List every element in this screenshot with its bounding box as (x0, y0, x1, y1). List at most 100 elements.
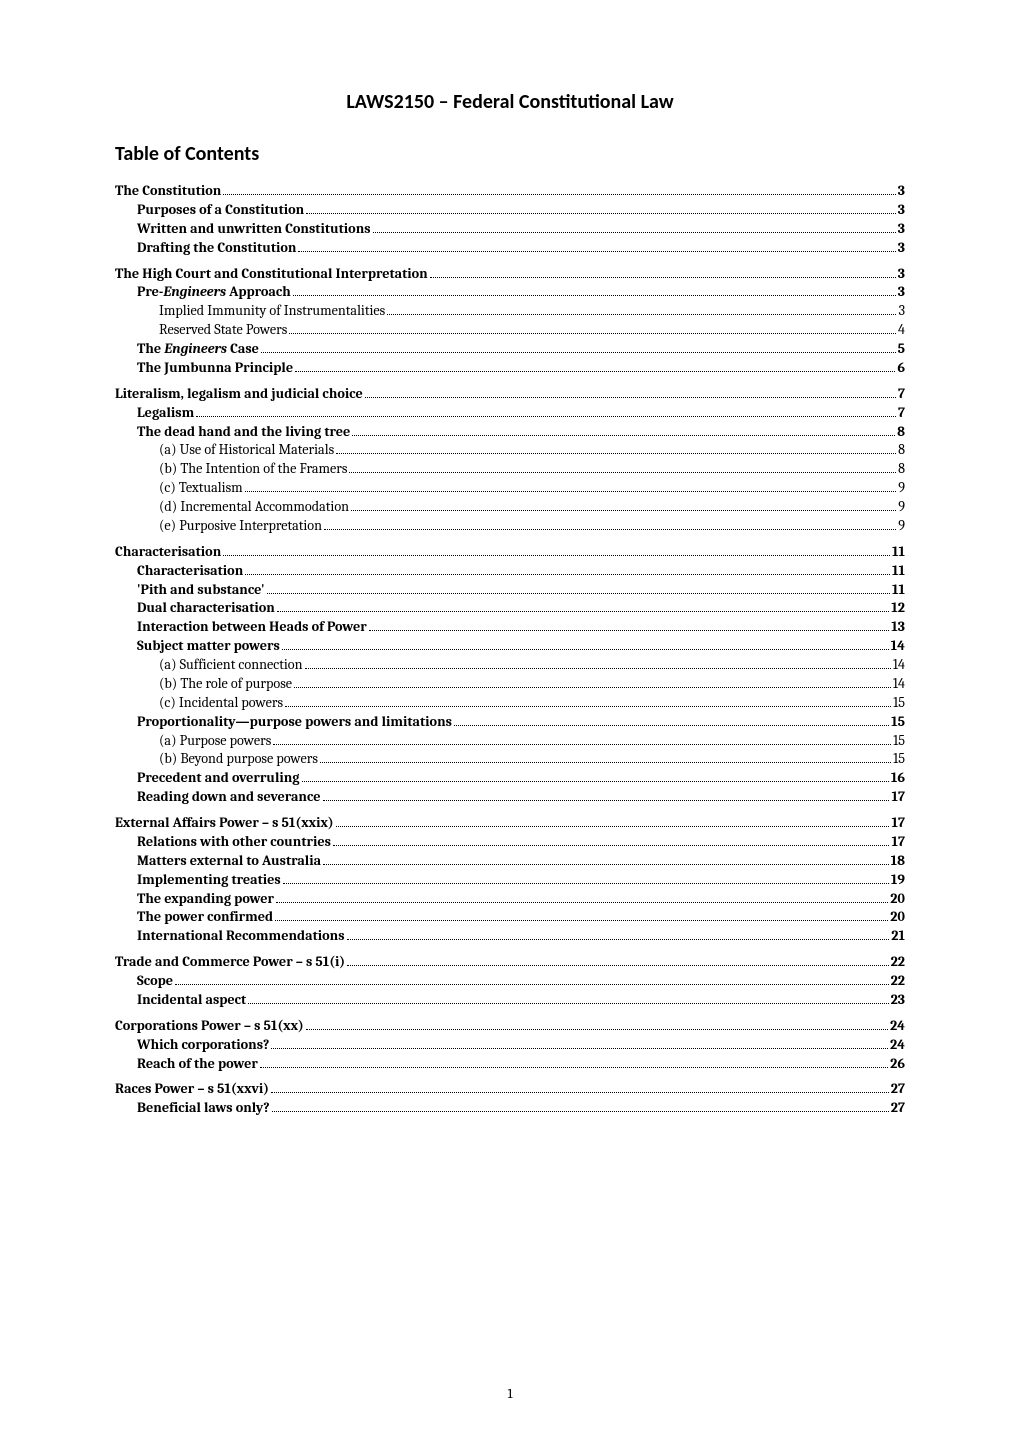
toc-entry-page: 20 (890, 890, 905, 909)
toc-entry-label: Proportionality—purpose powers and limit… (137, 713, 452, 732)
toc-leader-dots (323, 864, 889, 865)
toc-entry-page: 3 (898, 220, 905, 239)
toc-entry-page: 8 (898, 441, 905, 460)
toc-entry: The power confirmed20 (115, 908, 905, 927)
toc-leader-dots (351, 510, 896, 511)
page-number: 1 (0, 1385, 1020, 1402)
toc-entry-label: (a) Purpose powers (159, 732, 271, 751)
toc-leader-dots (277, 611, 889, 612)
toc-leader-dots (298, 251, 895, 252)
toc-entry: The dead hand and the living tree8 (115, 423, 905, 442)
toc-entry-label: The Jumbunna Principle (137, 359, 293, 378)
toc-heading: Table of Contents (115, 142, 905, 166)
toc-leader-dots (283, 883, 889, 884)
toc-entry-label: (b) Beyond purpose powers (159, 750, 318, 769)
toc-leader-dots (245, 491, 897, 492)
toc-leader-dots (336, 826, 890, 827)
toc-entry-label: (a) Sufficient connection (159, 656, 303, 675)
toc-entry: The Constitution 3 (115, 182, 905, 201)
toc-entry: (b) Beyond purpose powers15 (115, 750, 905, 769)
toc-entry-page: 15 (893, 694, 905, 713)
toc-leader-dots (196, 416, 896, 417)
toc-entry-label: (c) Textualism (159, 479, 243, 498)
toc-entry: The Jumbunna Principle6 (115, 359, 905, 378)
toc-entry: (d) Incremental Accommodation9 (115, 498, 905, 517)
toc-entry-label: Reserved State Powers (159, 321, 287, 340)
toc-entry-page: 14 (891, 637, 905, 656)
toc-leader-dots (320, 762, 891, 763)
toc-entry: Pre-Engineers Approach 3 (115, 283, 905, 302)
toc-entry-page: 16 (891, 769, 905, 788)
toc-entry: Subject matter powers14 (115, 637, 905, 656)
toc-leader-dots (248, 1003, 888, 1004)
toc-leader-dots (454, 725, 889, 726)
toc-entry: Corporations Power – s 51(xx)24 (115, 1017, 905, 1036)
toc-leader-dots (267, 593, 890, 594)
toc-leader-dots (302, 781, 889, 782)
toc-entry-label: Implementing treaties (137, 871, 281, 890)
toc-entry: Beneficial laws only?27 (115, 1099, 905, 1118)
toc-entry-label: Relations with other countries (137, 833, 331, 852)
toc-leader-dots (369, 630, 890, 631)
toc-entry: Literalism, legalism and judicial choice… (115, 385, 905, 404)
toc-leader-dots (285, 706, 891, 707)
toc-entry: The High Court and Constitutional Interp… (115, 265, 905, 284)
toc-leader-dots (306, 1029, 888, 1030)
toc-entry-label: Interaction between Heads of Power (137, 618, 367, 637)
toc-leader-dots (333, 845, 890, 846)
toc-leader-dots (305, 668, 891, 669)
toc-entry: (a) Sufficient connection14 (115, 656, 905, 675)
toc-entry-label: The Constitution (115, 182, 221, 201)
toc-entry: Drafting the Constitution3 (115, 239, 905, 258)
toc-entry-page: 13 (891, 618, 905, 637)
toc-entry-page: 3 (898, 182, 905, 201)
toc-entry: Characterisation11 (115, 562, 905, 581)
toc-entry-page: 15 (891, 713, 905, 732)
toc-leader-dots (275, 920, 888, 921)
toc-entry-label: (b) The Intention of the Framers (159, 460, 347, 479)
toc-entry-label: External Affairs Power – s 51(xxix) (115, 814, 334, 833)
toc-entry-page: 4 (898, 321, 905, 340)
toc-entry-page: 12 (891, 599, 905, 618)
toc-entry: The Engineers Case5 (115, 340, 905, 359)
toc-entry-page: 3 (898, 283, 905, 302)
toc-entry: Incidental aspect23 (115, 991, 905, 1010)
toc-entry: Characterisation11 (115, 543, 905, 562)
toc-leader-dots (387, 314, 896, 315)
toc-entry-page: 7 (898, 385, 905, 404)
toc-leader-dots (273, 744, 891, 745)
toc-entry-label: Matters external to Australia (137, 852, 321, 871)
toc-entry: Matters external to Australia18 (115, 852, 905, 871)
toc-leader-dots (271, 1092, 889, 1093)
toc-leader-dots (282, 649, 889, 650)
toc-entry-label: 'Pith and substance' (137, 581, 265, 600)
toc-leader-dots (295, 371, 895, 372)
toc-entry: (a) Purpose powers15 (115, 732, 905, 751)
toc-entry-page: 11 (892, 562, 905, 581)
toc-entry: (b) The Intention of the Framers8 (115, 460, 905, 479)
toc-leader-dots (365, 397, 896, 398)
toc-leader-dots (289, 333, 896, 334)
table-of-contents: The Constitution3Purposes of a Constitut… (115, 182, 905, 1118)
toc-entry-page: 23 (891, 991, 905, 1010)
toc-entry-label: Characterisation (115, 543, 221, 562)
toc-entry: 'Pith and substance' 11 (115, 581, 905, 600)
toc-leader-dots (373, 232, 896, 233)
toc-entry: Races Power – s 51(xxvi)27 (115, 1080, 905, 1099)
toc-entry: Implied Immunity of Instrumentalities3 (115, 302, 905, 321)
toc-entry-label: Implied Immunity of Instrumentalities (159, 302, 385, 321)
toc-entry-label: The High Court and Constitutional Interp… (115, 265, 428, 284)
toc-leader-dots (223, 194, 895, 195)
toc-entry-page: 24 (890, 1017, 905, 1036)
toc-leader-dots (271, 1048, 888, 1049)
toc-leader-dots (430, 277, 896, 278)
toc-entry-label: The power confirmed (137, 908, 273, 927)
toc-entry-page: 17 (891, 814, 905, 833)
toc-entry: Written and unwritten Constitutions3 (115, 220, 905, 239)
toc-entry-page: 11 (892, 581, 905, 600)
toc-leader-dots (306, 213, 896, 214)
toc-leader-dots (261, 352, 896, 353)
toc-entry-page: 7 (898, 404, 905, 423)
toc-entry-label: Dual characterisation (137, 599, 275, 618)
toc-entry-label: Pre-Engineers Approach (137, 283, 291, 302)
